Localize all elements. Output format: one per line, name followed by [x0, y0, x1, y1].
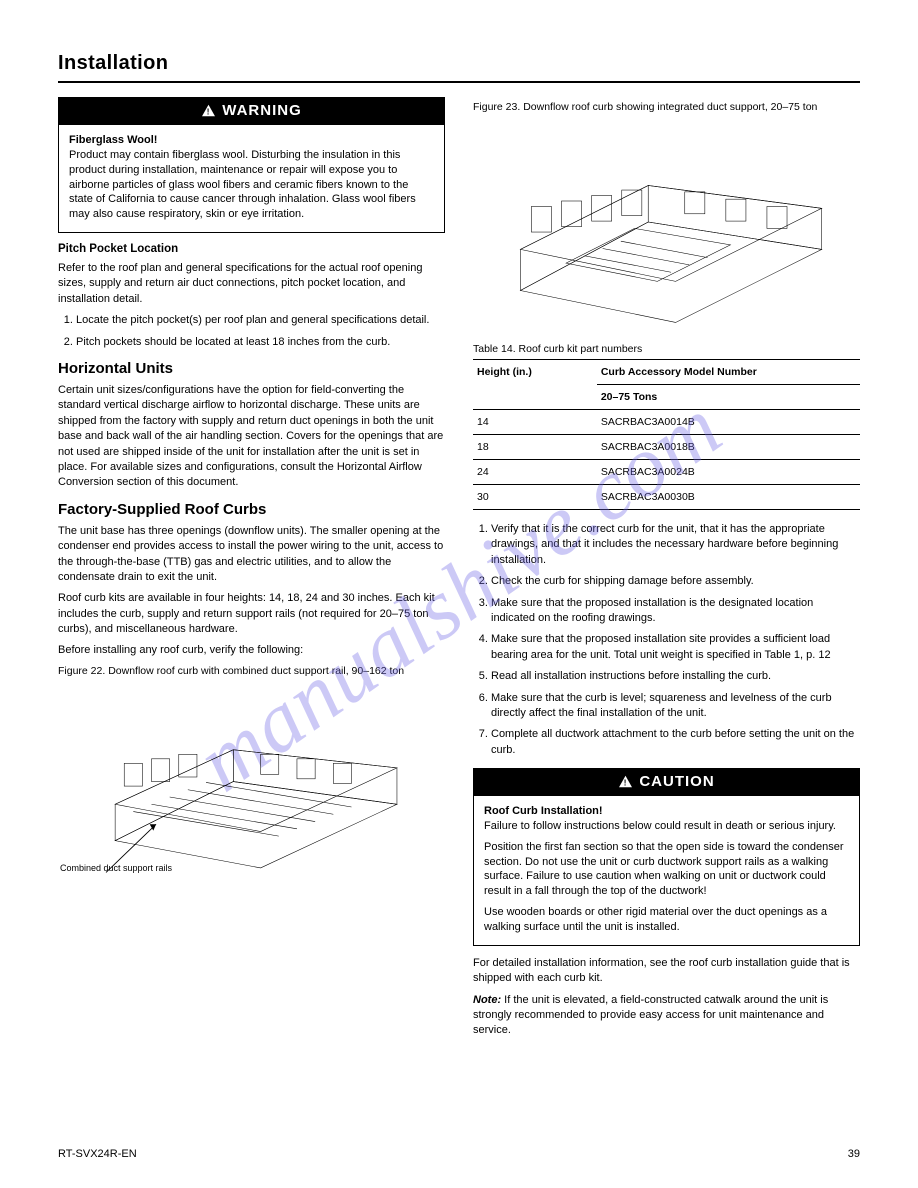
note-label: Note:: [473, 994, 501, 1006]
warning-header: ! WARNING: [59, 98, 444, 125]
footer-right: 39: [848, 1148, 860, 1160]
caution-text-3: Use wooden boards or other rigid materia…: [484, 905, 849, 935]
figure-23: [473, 117, 860, 327]
table14-title: Table 14. Roof curb kit part numbers: [473, 343, 860, 355]
col-header: Height (in.): [473, 360, 597, 410]
table-row: 14SACRBAC3A0014B: [473, 410, 860, 435]
svg-text:!: !: [624, 779, 627, 788]
install-steps: Verify that it is the correct curb for t…: [473, 522, 860, 758]
table-row: 18SACRBAC3A0018B: [473, 435, 860, 460]
caution-icon: !: [618, 775, 633, 792]
caution-box: ! CAUTION Roof Curb Installation! Failur…: [473, 768, 860, 946]
fig23-caption: Figure 23. Downflow roof curb showing in…: [473, 101, 860, 113]
section-header: Installation: [58, 52, 860, 83]
curb-heading: Factory-Supplied Roof Curbs: [58, 501, 445, 518]
section-title: Installation: [58, 52, 860, 75]
caution-body: Roof Curb Installation! Failure to follo…: [474, 796, 859, 945]
table-row: 24SACRBAC3A0024B: [473, 460, 860, 485]
install-step: Read all installation instructions befor…: [491, 669, 860, 684]
install-step: Make sure that the curb is level; square…: [491, 691, 860, 722]
pitch-heading: Pitch Pocket Location: [58, 243, 445, 255]
horiz-p: Certain unit sizes/configurations have t…: [58, 383, 445, 491]
caution-text-2: Position the first fan section so that t…: [484, 840, 849, 899]
pitch-p1: Refer to the roof plan and general speci…: [58, 261, 445, 307]
page-footer: RT-SVX24R-EN 39: [58, 1148, 860, 1160]
pitch-steps: Locate the pitch pocket(s) per roof plan…: [58, 313, 445, 350]
cell: SACRBAC3A0018B: [597, 435, 860, 460]
install-step: Check the curb for shipping damage befor…: [491, 574, 860, 589]
caution-header: ! CAUTION: [474, 769, 859, 796]
warning-lead: Fiberglass Wool!: [69, 133, 434, 148]
horiz-heading: Horizontal Units: [58, 360, 445, 377]
two-column-layout: ! WARNING Fiberglass Wool! Product may c…: [58, 97, 860, 1045]
header-rule: [58, 81, 860, 83]
cell: 24: [473, 460, 597, 485]
table-row: 30SACRBAC3A0030B: [473, 485, 860, 510]
cell: 18: [473, 435, 597, 460]
cell: 30: [473, 485, 597, 510]
right-column: Figure 23. Downflow roof curb showing in…: [473, 97, 860, 1045]
left-column: ! WARNING Fiberglass Wool! Product may c…: [58, 97, 445, 1045]
caution-text-1: Failure to follow instructions below cou…: [484, 819, 849, 834]
col-header: Curb Accessory Model Number: [597, 360, 860, 385]
warning-icon: !: [201, 104, 216, 121]
cell: SACRBAC3A0014B: [597, 410, 860, 435]
svg-text:!: !: [207, 107, 210, 116]
final-p: For detailed installation information, s…: [473, 956, 860, 987]
note-text: If the unit is elevated, a field-constru…: [473, 994, 828, 1037]
warning-label: WARNING: [222, 102, 302, 119]
curb-p3: Before installing any roof curb, verify …: [58, 643, 445, 658]
pitch-step: Pitch pockets should be located at least…: [76, 335, 445, 350]
warning-box: ! WARNING Fiberglass Wool! Product may c…: [58, 97, 445, 233]
footer-left: RT-SVX24R-EN: [58, 1148, 137, 1160]
col-subheader: 20–75 Tons: [597, 385, 860, 410]
install-step: Complete all ductwork attachment to the …: [491, 727, 860, 758]
warning-body: Fiberglass Wool! Product may contain fib…: [59, 125, 444, 232]
page: manualshive.com Installation ! WARNING F…: [0, 0, 918, 1188]
figure-22: Combined duct support rails: [58, 677, 445, 887]
curb-p1: The unit base has three openings (downfl…: [58, 524, 445, 586]
pitch-step: Locate the pitch pocket(s) per roof plan…: [76, 313, 445, 328]
curb-p2: Roof curb kits are available in four hei…: [58, 591, 445, 637]
warning-text: Product may contain fiberglass wool. Dis…: [69, 148, 434, 222]
caution-lead: Roof Curb Installation!: [484, 804, 849, 819]
install-step: Verify that it is the correct curb for t…: [491, 522, 860, 568]
cell: SACRBAC3A0024B: [597, 460, 860, 485]
install-step: Make sure that the proposed installation…: [491, 596, 860, 627]
cell: SACRBAC3A0030B: [597, 485, 860, 510]
cell: 14: [473, 410, 597, 435]
install-step: Make sure that the proposed installation…: [491, 632, 860, 663]
curb-kit-table: Height (in.) Curb Accessory Model Number…: [473, 359, 860, 510]
fig22-callout: Combined duct support rails: [60, 863, 447, 873]
fig22-caption: Figure 22. Downflow roof curb with combi…: [58, 665, 445, 677]
caution-label: CAUTION: [639, 773, 714, 790]
final-note: Note: If the unit is elevated, a field-c…: [473, 993, 860, 1039]
